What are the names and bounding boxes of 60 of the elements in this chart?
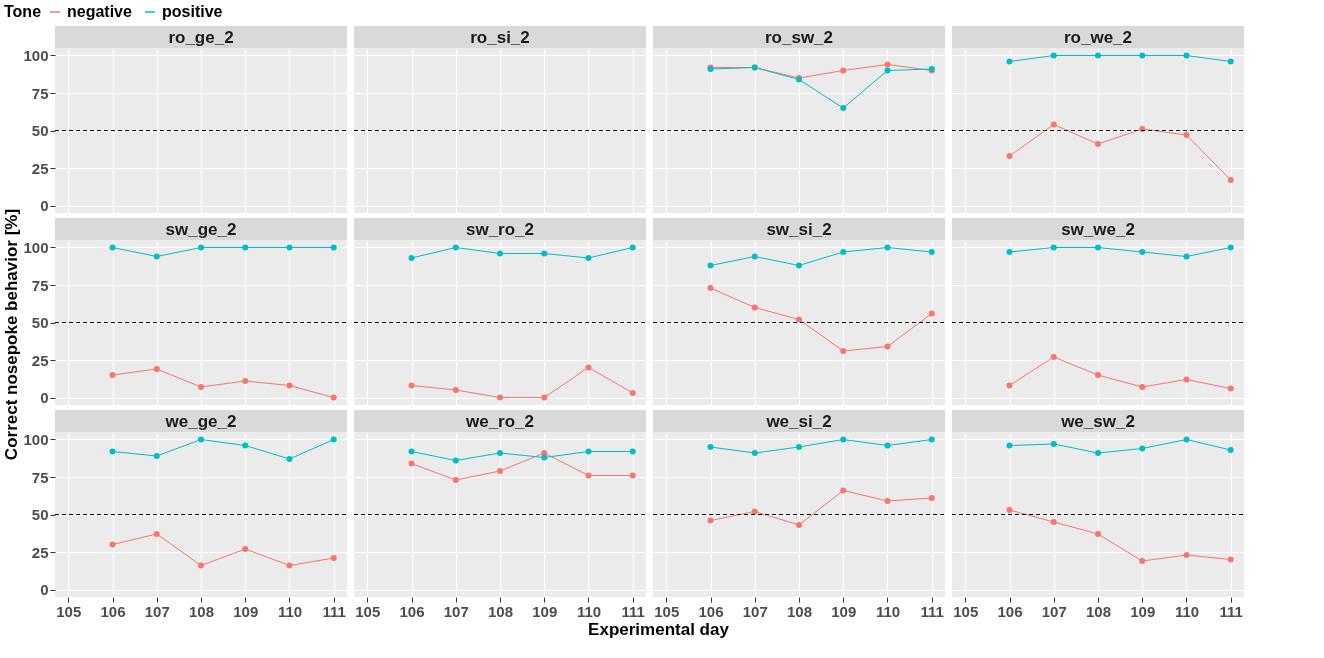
x-tick-label: 109 [1130, 602, 1156, 620]
y-tick-label: 0 [40, 581, 49, 598]
y-axis-title: Correct nosepoke behavior [%] [2, 208, 21, 461]
y-tick-label: 0 [40, 389, 49, 406]
x-tick-label: 108 [786, 602, 813, 620]
x-tick-label: 106 [997, 602, 1023, 620]
x-tick-label: 107 [1041, 602, 1067, 620]
x-tick-label: 106 [100, 602, 126, 620]
chart-title: ro_si_2 [470, 28, 530, 47]
x-tick-label: 108 [1085, 602, 1112, 620]
chart-title: ro_sw_2 [764, 28, 834, 47]
chart-title: we_ge_2 [164, 412, 237, 431]
x-tick-label: 111 [621, 602, 645, 620]
x-tick-label: 110 [875, 602, 901, 620]
x-tick-label: 111 [1219, 602, 1243, 620]
chart-title: we_ro_2 [464, 412, 535, 431]
y-tick-label: 25 [31, 543, 49, 561]
x-tick-label: 106 [698, 602, 724, 620]
y-tick-label: 25 [31, 159, 49, 177]
y-tick-label: 50 [31, 122, 49, 139]
x-tick-label: 111 [920, 602, 944, 620]
x-tick-label: 105 [953, 602, 979, 620]
y-tick-label: 25 [31, 351, 49, 369]
x-tick-label: 108 [487, 602, 514, 620]
y-tick-label: 50 [31, 314, 49, 331]
chart-title: we_si_2 [765, 412, 832, 431]
legend-title: Tone [4, 3, 42, 20]
x-tick-label: 108 [188, 602, 215, 620]
chart-title: ro_ge_2 [168, 28, 234, 47]
chart-title: ro_we_2 [1063, 28, 1133, 47]
x-tick-label: 109 [532, 602, 558, 620]
chart-title: sw_ro_2 [465, 220, 535, 239]
x-tick-label: 105 [56, 602, 82, 620]
x-tick-label: 111 [322, 602, 346, 620]
y-tick-label: 100 [23, 239, 49, 256]
x-tick-label: 110 [277, 602, 303, 620]
legend-label: negative [67, 3, 133, 20]
x-tick-label: 105 [355, 602, 381, 620]
chart-title: sw_si_2 [766, 220, 832, 239]
x-axis-title: Experimental day [588, 620, 730, 639]
chart-title: sw_ge_2 [165, 220, 237, 239]
x-tick-label: 109 [831, 602, 857, 620]
x-tick-label: 109 [233, 602, 259, 620]
x-tick-label: 107 [144, 602, 170, 620]
x-tick-label: 105 [654, 602, 680, 620]
x-tick-label: 110 [576, 602, 602, 620]
y-tick-label: 75 [31, 468, 49, 486]
chart-title: we_sw_2 [1060, 412, 1135, 431]
y-tick-label: 100 [23, 431, 49, 448]
x-tick-label: 107 [443, 602, 469, 620]
y-tick-label: 75 [31, 276, 49, 294]
legend-label: positive [162, 3, 223, 20]
y-tick-label: 100 [23, 47, 49, 64]
y-tick-label: 50 [31, 506, 49, 523]
x-tick-label: 110 [1174, 602, 1200, 620]
y-tick-label: 0 [40, 197, 49, 214]
x-tick-label: 107 [742, 602, 768, 620]
x-tick-label: 106 [399, 602, 425, 620]
y-tick-label: 75 [31, 84, 49, 102]
chart-title: sw_we_2 [1061, 220, 1135, 239]
